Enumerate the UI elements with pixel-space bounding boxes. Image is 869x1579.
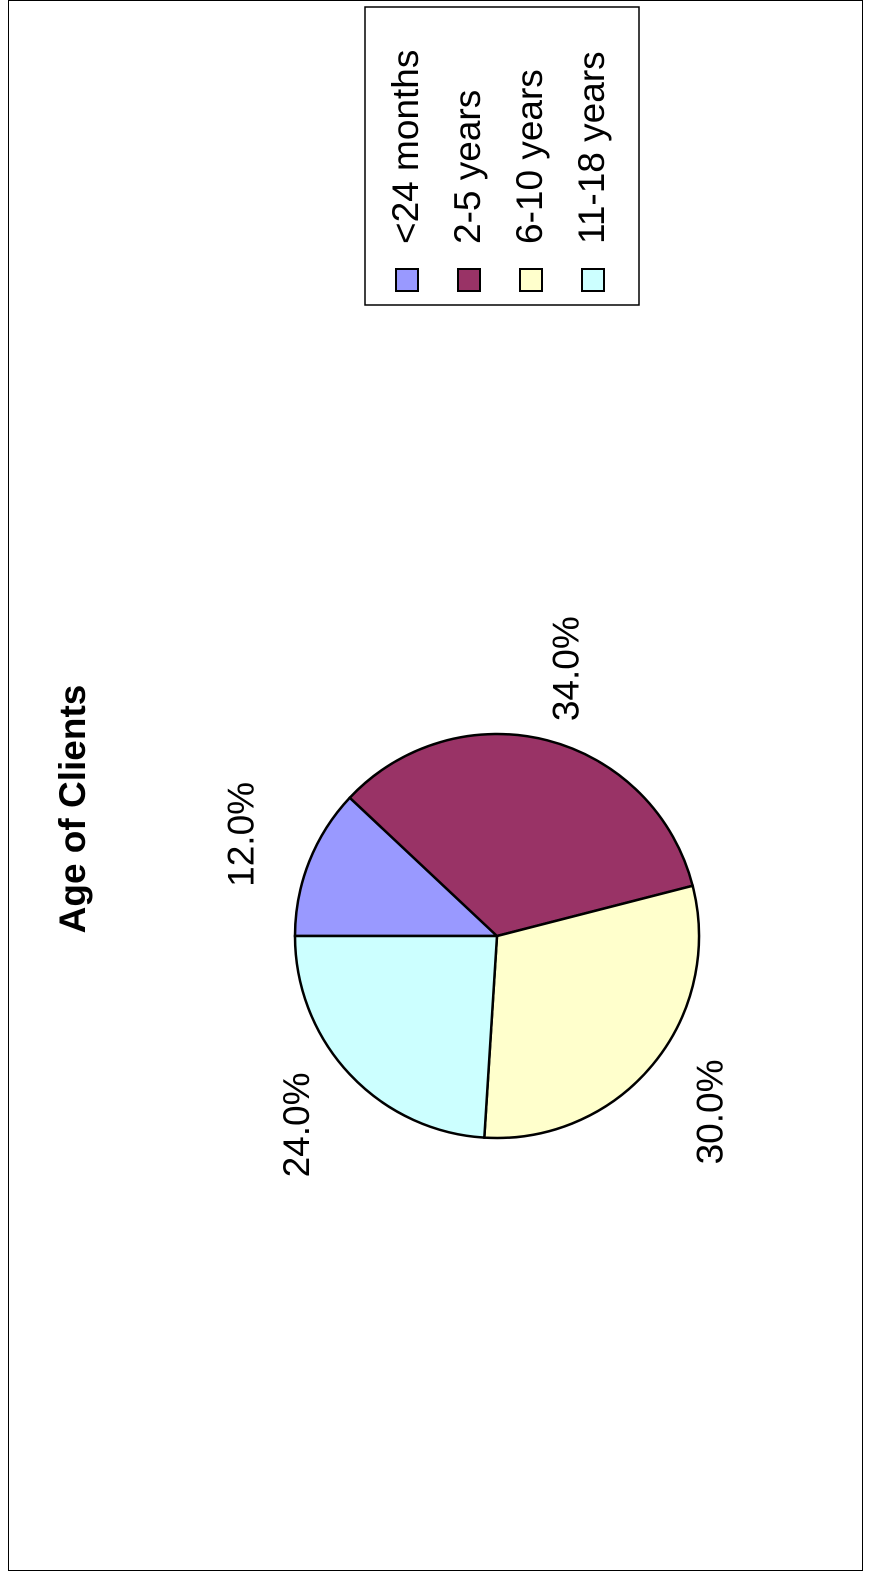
legend-box	[364, 6, 640, 306]
slice-value-label: 34.0%	[546, 616, 587, 721]
legend-swatch	[457, 268, 481, 292]
pie-slices	[293, 732, 701, 1140]
slice-value-label: 12.0%	[220, 782, 261, 887]
pie-slice	[293, 934, 499, 1139]
slice-value-label: 30.0%	[690, 1059, 731, 1164]
legend-label: <24 months	[385, 50, 426, 244]
legend-label: 11-18 years	[571, 51, 612, 244]
legend: <24 months 2-5 years 6-10 years 11-18 years	[364, 6, 640, 306]
legend-label: 2-5 years	[447, 90, 488, 244]
pie-slice	[293, 795, 501, 938]
pie-slice	[347, 732, 695, 938]
chart-title: Age of Clients	[52, 685, 93, 934]
legend-swatch	[519, 268, 543, 292]
slice-value-labels: 12.0% 34.0% 30.0% 24.0%	[220, 616, 730, 1177]
legend-swatch	[395, 268, 419, 292]
slice-value-label: 24.0%	[276, 1072, 317, 1177]
pie-slice	[482, 884, 701, 1140]
legend-label: 6-10 years	[509, 69, 550, 244]
legend-swatch	[581, 268, 605, 292]
